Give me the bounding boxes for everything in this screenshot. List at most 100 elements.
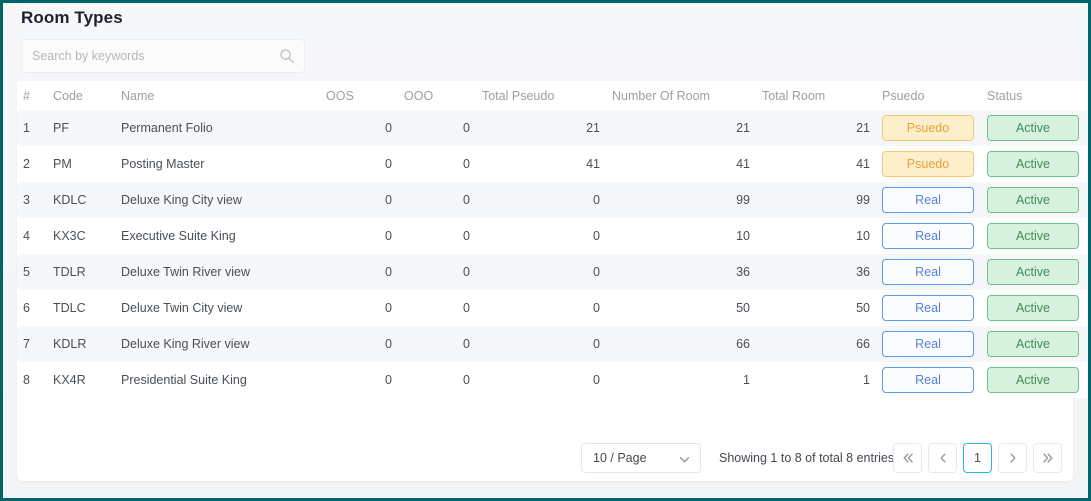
page-size-label: 10 / Page <box>593 451 647 465</box>
table-row[interactable]: 4 KX3C Executive Suite King 0 0 0 10 10 Real Acti… <box>17 218 1088 254</box>
cell-name: Deluxe King City view <box>115 182 320 218</box>
psuedo-badge[interactable]: Real <box>882 367 974 393</box>
cell-num: 3 <box>17 182 47 218</box>
cell-num: 6 <box>17 290 47 326</box>
column-header-oos[interactable]: OOS <box>320 81 398 110</box>
cell-psuedo: Psuedo <box>876 146 981 182</box>
cell-tpse: 21 <box>476 110 606 146</box>
psuedo-badge[interactable]: Psuedo <box>882 151 974 177</box>
cell-psuedo: Real <box>876 254 981 290</box>
column-header-status[interactable]: Status <box>981 81 1088 110</box>
cell-num: 4 <box>17 218 47 254</box>
cell-troom: 50 <box>756 290 876 326</box>
table-row[interactable]: 1 PF Permanent Folio 0 0 21 21 21 Psuedo Active <box>17 110 1088 146</box>
cell-name: Executive Suite King <box>115 218 320 254</box>
entries-summary: Showing 1 to 8 of total 8 entries <box>719 451 895 465</box>
table-header-row: # Code Name OOS OOO Total Pseudo Number … <box>17 81 1088 110</box>
cell-troom: 1 <box>756 362 876 398</box>
search-field[interactable] <box>21 39 305 73</box>
cell-name: Deluxe Twin River view <box>115 254 320 290</box>
cell-oos: 0 <box>320 362 398 398</box>
table-row[interactable]: 8 KX4R Presidential Suite King 0 0 0 1 1 Real Act… <box>17 362 1088 398</box>
cell-ooo: 0 <box>398 110 476 146</box>
cell-ooo: 0 <box>398 182 476 218</box>
cell-status: Active <box>981 218 1088 254</box>
status-badge[interactable]: Active <box>987 259 1079 285</box>
page-size-select[interactable]: 10 / Page <box>581 443 701 473</box>
status-badge[interactable]: Active <box>987 115 1079 141</box>
cell-ooo: 0 <box>398 362 476 398</box>
cell-oos: 0 <box>320 110 398 146</box>
column-header-name[interactable]: Name <box>115 81 320 110</box>
cell-name: Posting Master <box>115 146 320 182</box>
cell-troom: 36 <box>756 254 876 290</box>
cell-psuedo: Real <box>876 182 981 218</box>
double-chevron-right-icon[interactable] <box>1033 443 1062 473</box>
psuedo-badge[interactable]: Real <box>882 223 974 249</box>
cell-name: Presidential Suite King <box>115 362 320 398</box>
table-row[interactable]: 3 KDLC Deluxe King City view 0 0 0 99 99 Real Act… <box>17 182 1088 218</box>
cell-status: Active <box>981 110 1088 146</box>
cell-troom: 66 <box>756 326 876 362</box>
cell-tpse: 0 <box>476 218 606 254</box>
psuedo-badge[interactable]: Real <box>882 295 974 321</box>
column-header-index[interactable]: # <box>17 81 47 110</box>
psuedo-badge[interactable]: Real <box>882 331 974 357</box>
cell-name: Permanent Folio <box>115 110 320 146</box>
cell-nor: 99 <box>606 182 756 218</box>
cell-status: Active <box>981 326 1088 362</box>
cell-code: KDLR <box>47 326 115 362</box>
column-header-number-of-room[interactable]: Number Of Room <box>606 81 756 110</box>
status-badge[interactable]: Active <box>987 367 1079 393</box>
cell-oos: 0 <box>320 182 398 218</box>
cell-status: Active <box>981 146 1088 182</box>
column-header-total-pseudo[interactable]: Total Pseudo <box>476 81 606 110</box>
table-row[interactable]: 7 KDLR Deluxe King River view 0 0 0 66 66 Real Ac… <box>17 326 1088 362</box>
pagination-page-1[interactable]: 1 <box>963 443 992 473</box>
cell-num: 2 <box>17 146 47 182</box>
status-badge[interactable]: Active <box>987 331 1079 357</box>
status-badge[interactable]: Active <box>987 151 1079 177</box>
cell-troom: 41 <box>756 146 876 182</box>
cell-ooo: 0 <box>398 254 476 290</box>
cell-troom: 21 <box>756 110 876 146</box>
psuedo-badge[interactable]: Psuedo <box>882 115 974 141</box>
table-row[interactable]: 5 TDLR Deluxe Twin River view 0 0 0 36 36 Real Ac… <box>17 254 1088 290</box>
column-header-code[interactable]: Code <box>47 81 115 110</box>
table-row[interactable]: 6 TDLC Deluxe Twin City view 0 0 0 50 50 Real Act… <box>17 290 1088 326</box>
search-icon[interactable] <box>279 48 295 64</box>
status-badge[interactable]: Active <box>987 223 1079 249</box>
cell-code: TDLC <box>47 290 115 326</box>
cell-psuedo: Real <box>876 218 981 254</box>
column-header-psuedo[interactable]: Psuedo <box>876 81 981 110</box>
table-row[interactable]: 2 PM Posting Master 0 0 41 41 41 Psuedo Active <box>17 146 1088 182</box>
cell-oos: 0 <box>320 290 398 326</box>
cell-oos: 0 <box>320 146 398 182</box>
chevron-right-icon[interactable] <box>998 443 1027 473</box>
psuedo-badge[interactable]: Real <box>882 187 974 213</box>
cell-nor: 10 <box>606 218 756 254</box>
content-card: # Code Name OOS OOO Total Pseudo Number … <box>17 81 1088 481</box>
cell-ooo: 0 <box>398 290 476 326</box>
double-chevron-left-icon[interactable] <box>893 443 922 473</box>
cell-nor: 41 <box>606 146 756 182</box>
cell-oos: 0 <box>320 326 398 362</box>
column-header-total-room[interactable]: Total Room <box>756 81 876 110</box>
cell-code: PM <box>47 146 115 182</box>
chevron-left-icon[interactable] <box>928 443 957 473</box>
chevron-down-icon <box>678 453 691 466</box>
cell-ooo: 0 <box>398 218 476 254</box>
cell-troom: 99 <box>756 182 876 218</box>
cell-tpse: 0 <box>476 290 606 326</box>
status-badge[interactable]: Active <box>987 187 1079 213</box>
cell-status: Active <box>981 182 1088 218</box>
column-header-ooo[interactable]: OOO <box>398 81 476 110</box>
search-input[interactable] <box>22 40 274 72</box>
status-badge[interactable]: Active <box>987 295 1079 321</box>
cell-psuedo: Real <box>876 326 981 362</box>
cell-tpse: 41 <box>476 146 606 182</box>
cell-status: Active <box>981 290 1088 326</box>
psuedo-badge[interactable]: Real <box>882 259 974 285</box>
cell-oos: 0 <box>320 254 398 290</box>
table-header: # Code Name OOS OOO Total Pseudo Number … <box>17 81 1088 110</box>
